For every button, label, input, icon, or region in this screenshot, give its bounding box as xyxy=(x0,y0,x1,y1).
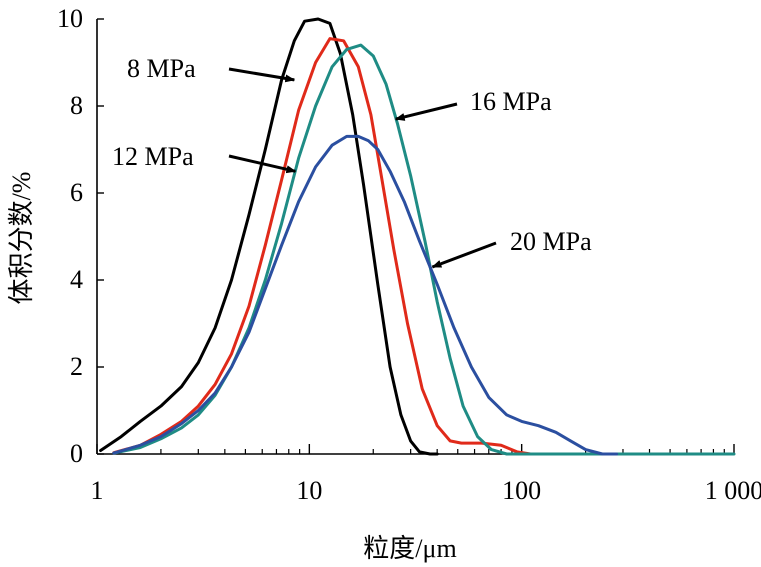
annotation-arrow xyxy=(228,67,296,83)
y-tick-label: 4 xyxy=(70,265,83,294)
x-ticks: 1 10 100 1 000 xyxy=(91,444,761,505)
series-group xyxy=(99,17,736,456)
y-tick-label: 6 xyxy=(70,178,83,207)
x-axis-label: 粒度/μm xyxy=(363,534,456,563)
x-tick-label: 10 xyxy=(296,476,322,505)
series-line-12-mpa xyxy=(112,37,532,456)
annotation-arrow xyxy=(228,154,297,174)
annotation-label: 20 MPa xyxy=(510,227,592,256)
y-tick-label: 0 xyxy=(70,439,83,468)
series-line-20-mpa xyxy=(112,134,619,456)
series-line-16-mpa xyxy=(112,43,736,456)
y-tick-label: 10 xyxy=(57,4,83,33)
x-tick-label: 100 xyxy=(502,476,541,505)
series-line-8-mpa xyxy=(99,17,439,456)
annotation-label: 8 MPa xyxy=(127,54,196,83)
y-axis-label: 体积分数/% xyxy=(7,172,36,305)
annotation-label: 12 MPa xyxy=(112,142,194,171)
annotations: 8 MPa 12 MPa 16 MPa 20 MPa xyxy=(112,54,592,269)
x-tick-label: 1 000 xyxy=(705,476,761,505)
y-ticks: 0 2 4 6 8 10 xyxy=(57,4,104,468)
annotation-label: 16 MPa xyxy=(470,87,552,116)
annotation-arrow xyxy=(394,102,458,121)
y-tick-label: 2 xyxy=(70,352,83,381)
x-tick-label: 1 xyxy=(91,476,104,505)
annotation-arrow xyxy=(431,241,497,269)
y-tick-label: 8 xyxy=(70,91,83,120)
